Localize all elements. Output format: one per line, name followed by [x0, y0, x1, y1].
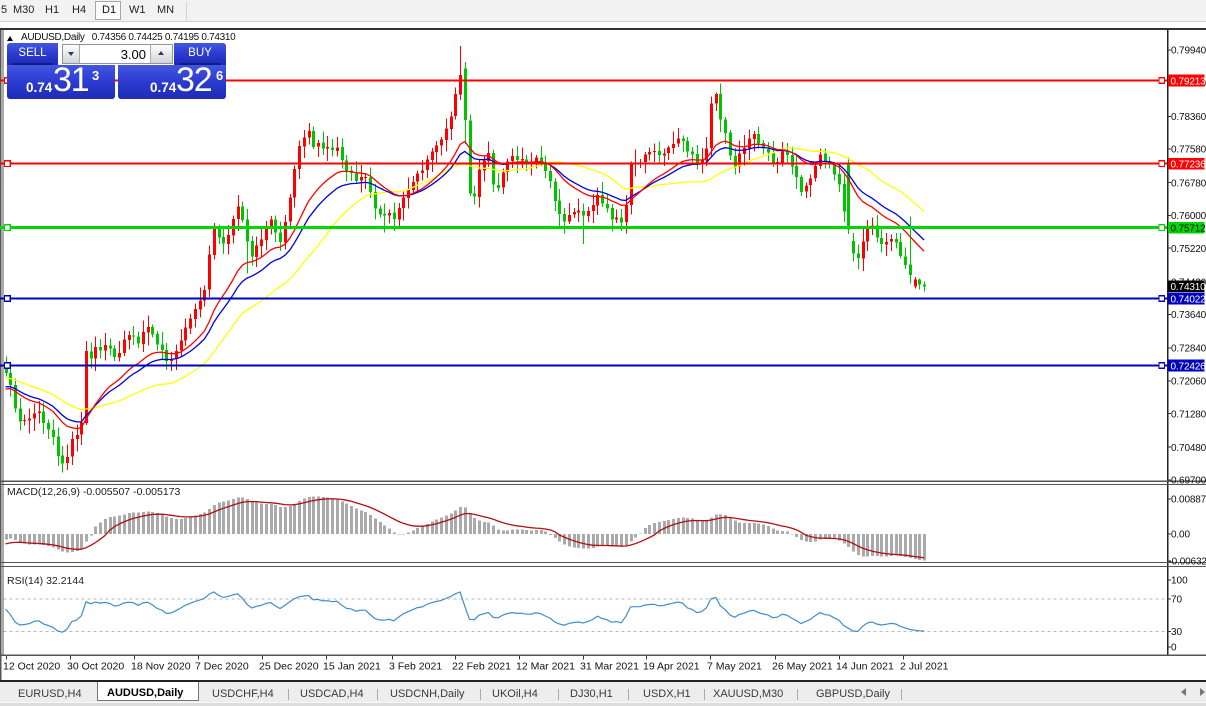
svg-text:15 Jan 2021: 15 Jan 2021 — [323, 661, 381, 673]
svg-text:0.72840: 0.72840 — [1171, 344, 1206, 355]
svg-text:0.79940: 0.79940 — [1171, 46, 1206, 57]
svg-text:0: 0 — [1171, 643, 1177, 654]
svg-text:0.008871: 0.008871 — [1171, 495, 1206, 506]
svg-text:0.78360: 0.78360 — [1171, 112, 1206, 123]
svg-text:0.74310: 0.74310 — [1171, 282, 1206, 293]
svg-text:70: 70 — [1171, 595, 1183, 606]
svg-text:0.76780: 0.76780 — [1171, 178, 1206, 189]
svg-text:0.70480: 0.70480 — [1171, 443, 1206, 454]
svg-text:25 Dec 2020: 25 Dec 2020 — [259, 661, 319, 673]
svg-text:0.79213: 0.79213 — [1171, 76, 1206, 87]
svg-text:30 Oct 2020: 30 Oct 2020 — [67, 661, 124, 673]
svg-text:0.69700: 0.69700 — [1171, 476, 1206, 487]
svg-text:12 Mar 2021: 12 Mar 2021 — [516, 661, 575, 673]
svg-text:MACD(12,26,9) -0.005507 -0.005: MACD(12,26,9) -0.005507 -0.005173 — [7, 486, 181, 498]
svg-text:0.75220: 0.75220 — [1171, 244, 1206, 255]
svg-text:22 Feb 2021: 22 Feb 2021 — [452, 661, 511, 673]
svg-text:31 Mar 2021: 31 Mar 2021 — [580, 661, 639, 673]
svg-text:0.75712: 0.75712 — [1171, 223, 1206, 234]
svg-text:0.72426: 0.72426 — [1171, 361, 1206, 372]
svg-text:19 Apr 2021: 19 Apr 2021 — [643, 661, 700, 673]
svg-text:7 May 2021: 7 May 2021 — [707, 661, 762, 673]
svg-text:0.00: 0.00 — [1171, 530, 1190, 541]
svg-text:0.76000: 0.76000 — [1171, 211, 1206, 222]
svg-text:30: 30 — [1171, 627, 1183, 638]
svg-text:18 Nov 2020: 18 Nov 2020 — [131, 661, 191, 673]
svg-text:2 Jul 2021: 2 Jul 2021 — [900, 661, 949, 673]
svg-text:RSI(14) 32.2144: RSI(14) 32.2144 — [7, 575, 84, 587]
svg-text:0.71280: 0.71280 — [1171, 409, 1206, 420]
svg-text:0.74022: 0.74022 — [1171, 294, 1206, 305]
svg-text:0.72060: 0.72060 — [1171, 377, 1206, 388]
svg-text:0.77236: 0.77236 — [1171, 159, 1206, 170]
svg-text:100: 100 — [1171, 576, 1188, 587]
svg-text:7 Dec 2020: 7 Dec 2020 — [195, 661, 249, 673]
svg-text:14 Jun 2021: 14 Jun 2021 — [836, 661, 894, 673]
svg-text:0.77580: 0.77580 — [1171, 145, 1206, 156]
svg-text:12 Oct 2020: 12 Oct 2020 — [3, 661, 60, 673]
svg-text:3 Feb 2021: 3 Feb 2021 — [389, 661, 442, 673]
svg-text:26 May 2021: 26 May 2021 — [772, 661, 833, 673]
svg-text:-0.00632: -0.00632 — [1169, 556, 1206, 567]
svg-text:0.73640: 0.73640 — [1171, 310, 1206, 321]
